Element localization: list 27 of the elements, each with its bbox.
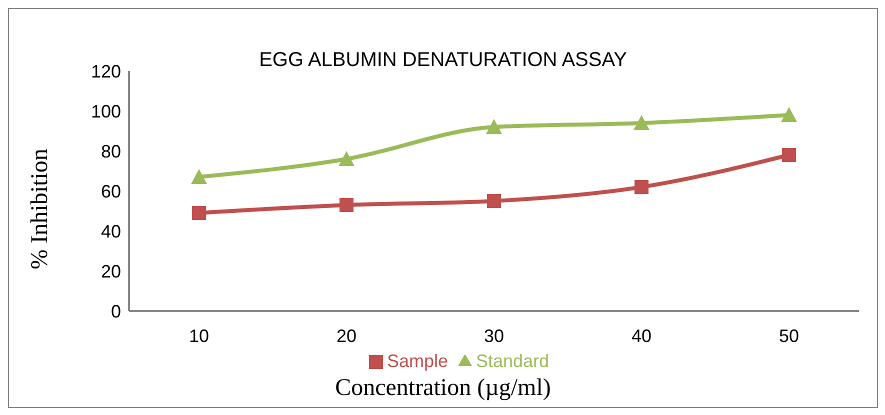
point — [487, 194, 501, 208]
point — [781, 107, 797, 122]
y-tick-label: 0 — [110, 301, 121, 322]
y-tick-label: 20 — [100, 261, 121, 282]
y-tick-label: 60 — [100, 181, 121, 202]
point — [782, 148, 796, 162]
y-axis-title: % Inhibition — [27, 148, 54, 270]
x-axis-title: Concentration (µg/ml) — [334, 375, 552, 402]
x-tick-label: 10 — [188, 326, 210, 346]
x-tick-label: 30 — [484, 326, 504, 346]
y-tick-label: 40 — [100, 221, 121, 242]
point — [634, 180, 648, 194]
point — [486, 119, 502, 134]
chart-title: EGG ALBUMIN DENATURATION ASSAY — [259, 49, 627, 71]
point — [634, 115, 650, 130]
point — [192, 206, 206, 220]
point — [191, 169, 207, 184]
legend-label: Standard — [476, 351, 550, 371]
x-tick-label: 20 — [336, 326, 357, 346]
y-tick-label: 120 — [90, 61, 121, 82]
point — [340, 198, 354, 212]
point — [338, 151, 354, 166]
y-tick-label: 100 — [90, 101, 121, 122]
x-tick-label: 50 — [778, 326, 800, 346]
y-tick-label: 80 — [100, 141, 121, 162]
x-tick-label: 40 — [631, 326, 652, 346]
legend-label: Sample — [386, 351, 448, 371]
